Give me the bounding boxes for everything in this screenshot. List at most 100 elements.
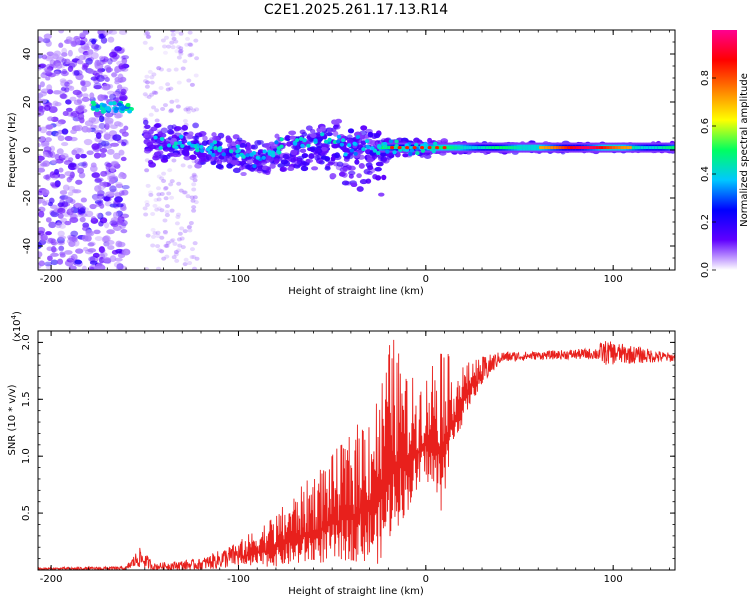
heatmap-cell [64,81,70,87]
heatmap-cell [82,226,89,231]
heatmap-cell [94,178,103,184]
heatmap-cell [93,195,102,202]
heatmap-cell [64,195,71,201]
heatmap-cell [191,182,197,187]
heatmap-cell [378,192,385,197]
heatmap-cell [43,33,52,40]
heatmap-cell [249,152,254,157]
heatmap-cell [38,226,46,234]
heatmap-cell [38,105,44,112]
heatmap-cell [188,42,194,47]
heatmap-cell [121,184,130,190]
heatmap-cell [108,178,116,185]
heatmap-cell [215,164,224,170]
heatmap-cell [309,133,317,138]
heatmap-cell [355,134,361,139]
heatmap-cell [38,54,43,59]
heatmap-cell [643,146,647,150]
heatmap-cell [159,176,165,181]
heatmap-cell [348,170,356,176]
heatmap-cell [168,182,174,187]
heatmap-cell [156,197,162,202]
heatmap-cell [143,79,149,84]
heatmap-cell [93,84,103,90]
heatmap-cell [93,61,100,68]
heatmap-cell [170,30,176,33]
heatmap-cell [189,52,195,57]
heatmap-cell [189,195,195,200]
heatmap-cell [156,192,162,197]
heatmap-cell [174,49,180,54]
heatmap-cell [603,146,608,150]
heatmap-cell [115,182,123,187]
colorbar-tick-label: 0.6 [700,118,711,134]
heatmap-cell [145,31,151,36]
heatmap-cell [47,237,56,244]
heatmap-cell [333,124,341,130]
heatmap-cell [171,124,177,130]
heatmap-cell [104,77,110,83]
heatmap-cell [294,145,302,150]
heatmap-cell [46,130,53,136]
heatmap-cell [58,167,64,173]
heatmap-cell [51,241,58,246]
heatmap-cell [113,199,121,205]
heatmap-cell [392,150,397,155]
heatmap-cell [162,44,168,49]
heatmap-cell [72,240,80,247]
heatmap-cell [47,255,53,262]
heatmap-cell [75,124,83,132]
heatmap-cell [336,161,344,167]
heatmap-cell [183,257,189,262]
heatmap-cell [173,141,179,146]
heatmap-cell [174,30,180,34]
heatmap-cell [186,141,192,146]
heatmap-cell [155,244,161,249]
heatmap-cell [114,192,122,198]
heatmap-cell [339,171,346,177]
heatmap-cell [82,93,89,98]
heatmap-cell [114,106,120,111]
x-tick-label: -100 [227,574,250,585]
heatmap-cell [154,123,162,128]
heatmap-cell [420,146,425,150]
heatmap-cell [38,206,46,213]
heatmap-cell [110,160,119,166]
y-tick-label: 0.5 [21,505,32,521]
heatmap-cell [95,132,102,140]
x-tick-label: 100 [604,274,623,285]
heatmap-cell [115,112,123,119]
heatmap-cell [432,141,438,146]
heatmap-cell [189,255,195,260]
spectrogram-x-ticks: -200 -100 0 100 [40,30,670,285]
heatmap-cell [52,53,59,60]
heatmap-cell [81,96,90,102]
heatmap-cell [177,49,183,54]
heatmap-cell [525,146,529,150]
heatmap-cell [274,140,279,145]
heatmap-cell [320,155,328,160]
heatmap-cell [181,190,187,195]
heatmap-cell [300,143,305,148]
heatmap-cell [160,106,166,111]
heatmap-cell [184,133,192,140]
heatmap-cell [241,154,246,159]
heatmap-cell [177,149,184,156]
heatmap-cell [452,146,456,150]
heatmap-cell [144,84,150,89]
heatmap-cell [57,119,66,125]
heatmap-cell [187,42,193,47]
heatmap-cell [287,166,295,172]
heatmap-cell [91,43,100,50]
heatmap-cell [561,146,565,150]
heatmap-cell [88,241,96,246]
heatmap-cell [112,134,122,142]
heatmap-cell [114,196,123,203]
heatmap-cell [85,57,93,65]
heatmap-cell [182,190,188,195]
heatmap-cell [466,146,470,150]
heatmap-cell [166,68,172,73]
heatmap-cell [86,127,92,133]
heatmap-cell [45,174,51,181]
heatmap-cell [104,123,110,130]
